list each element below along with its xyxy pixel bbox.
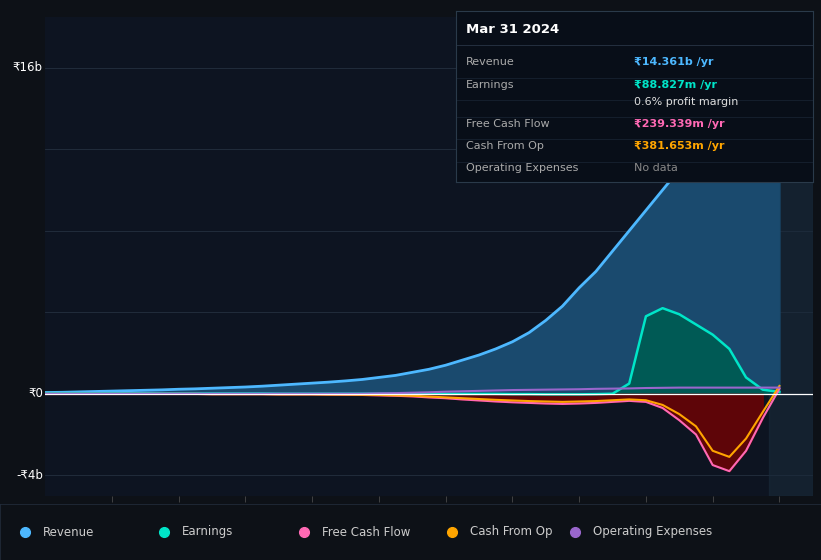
- Text: Free Cash Flow: Free Cash Flow: [466, 119, 550, 129]
- Text: ₹16b: ₹16b: [13, 61, 43, 74]
- Text: Revenue: Revenue: [466, 58, 515, 67]
- Text: ₹88.827m /yr: ₹88.827m /yr: [635, 80, 718, 90]
- Text: ₹14.361b /yr: ₹14.361b /yr: [635, 58, 713, 67]
- Text: Operating Expenses: Operating Expenses: [593, 525, 712, 539]
- Text: Operating Expenses: Operating Expenses: [466, 164, 579, 174]
- Text: Earnings: Earnings: [182, 525, 234, 539]
- Text: ₹381.653m /yr: ₹381.653m /yr: [635, 141, 725, 151]
- Text: 0.6% profit margin: 0.6% profit margin: [635, 97, 739, 107]
- Text: ₹0: ₹0: [28, 387, 43, 400]
- Text: -₹4b: -₹4b: [16, 469, 43, 482]
- Text: Earnings: Earnings: [466, 80, 515, 90]
- Text: Free Cash Flow: Free Cash Flow: [322, 525, 410, 539]
- Text: Mar 31 2024: Mar 31 2024: [466, 23, 560, 36]
- Text: ₹239.339m /yr: ₹239.339m /yr: [635, 119, 725, 129]
- Text: Cash From Op: Cash From Op: [470, 525, 552, 539]
- Text: No data: No data: [635, 164, 678, 174]
- Text: Cash From Op: Cash From Op: [466, 141, 544, 151]
- Text: Revenue: Revenue: [43, 525, 94, 539]
- Bar: [769, 17, 813, 496]
